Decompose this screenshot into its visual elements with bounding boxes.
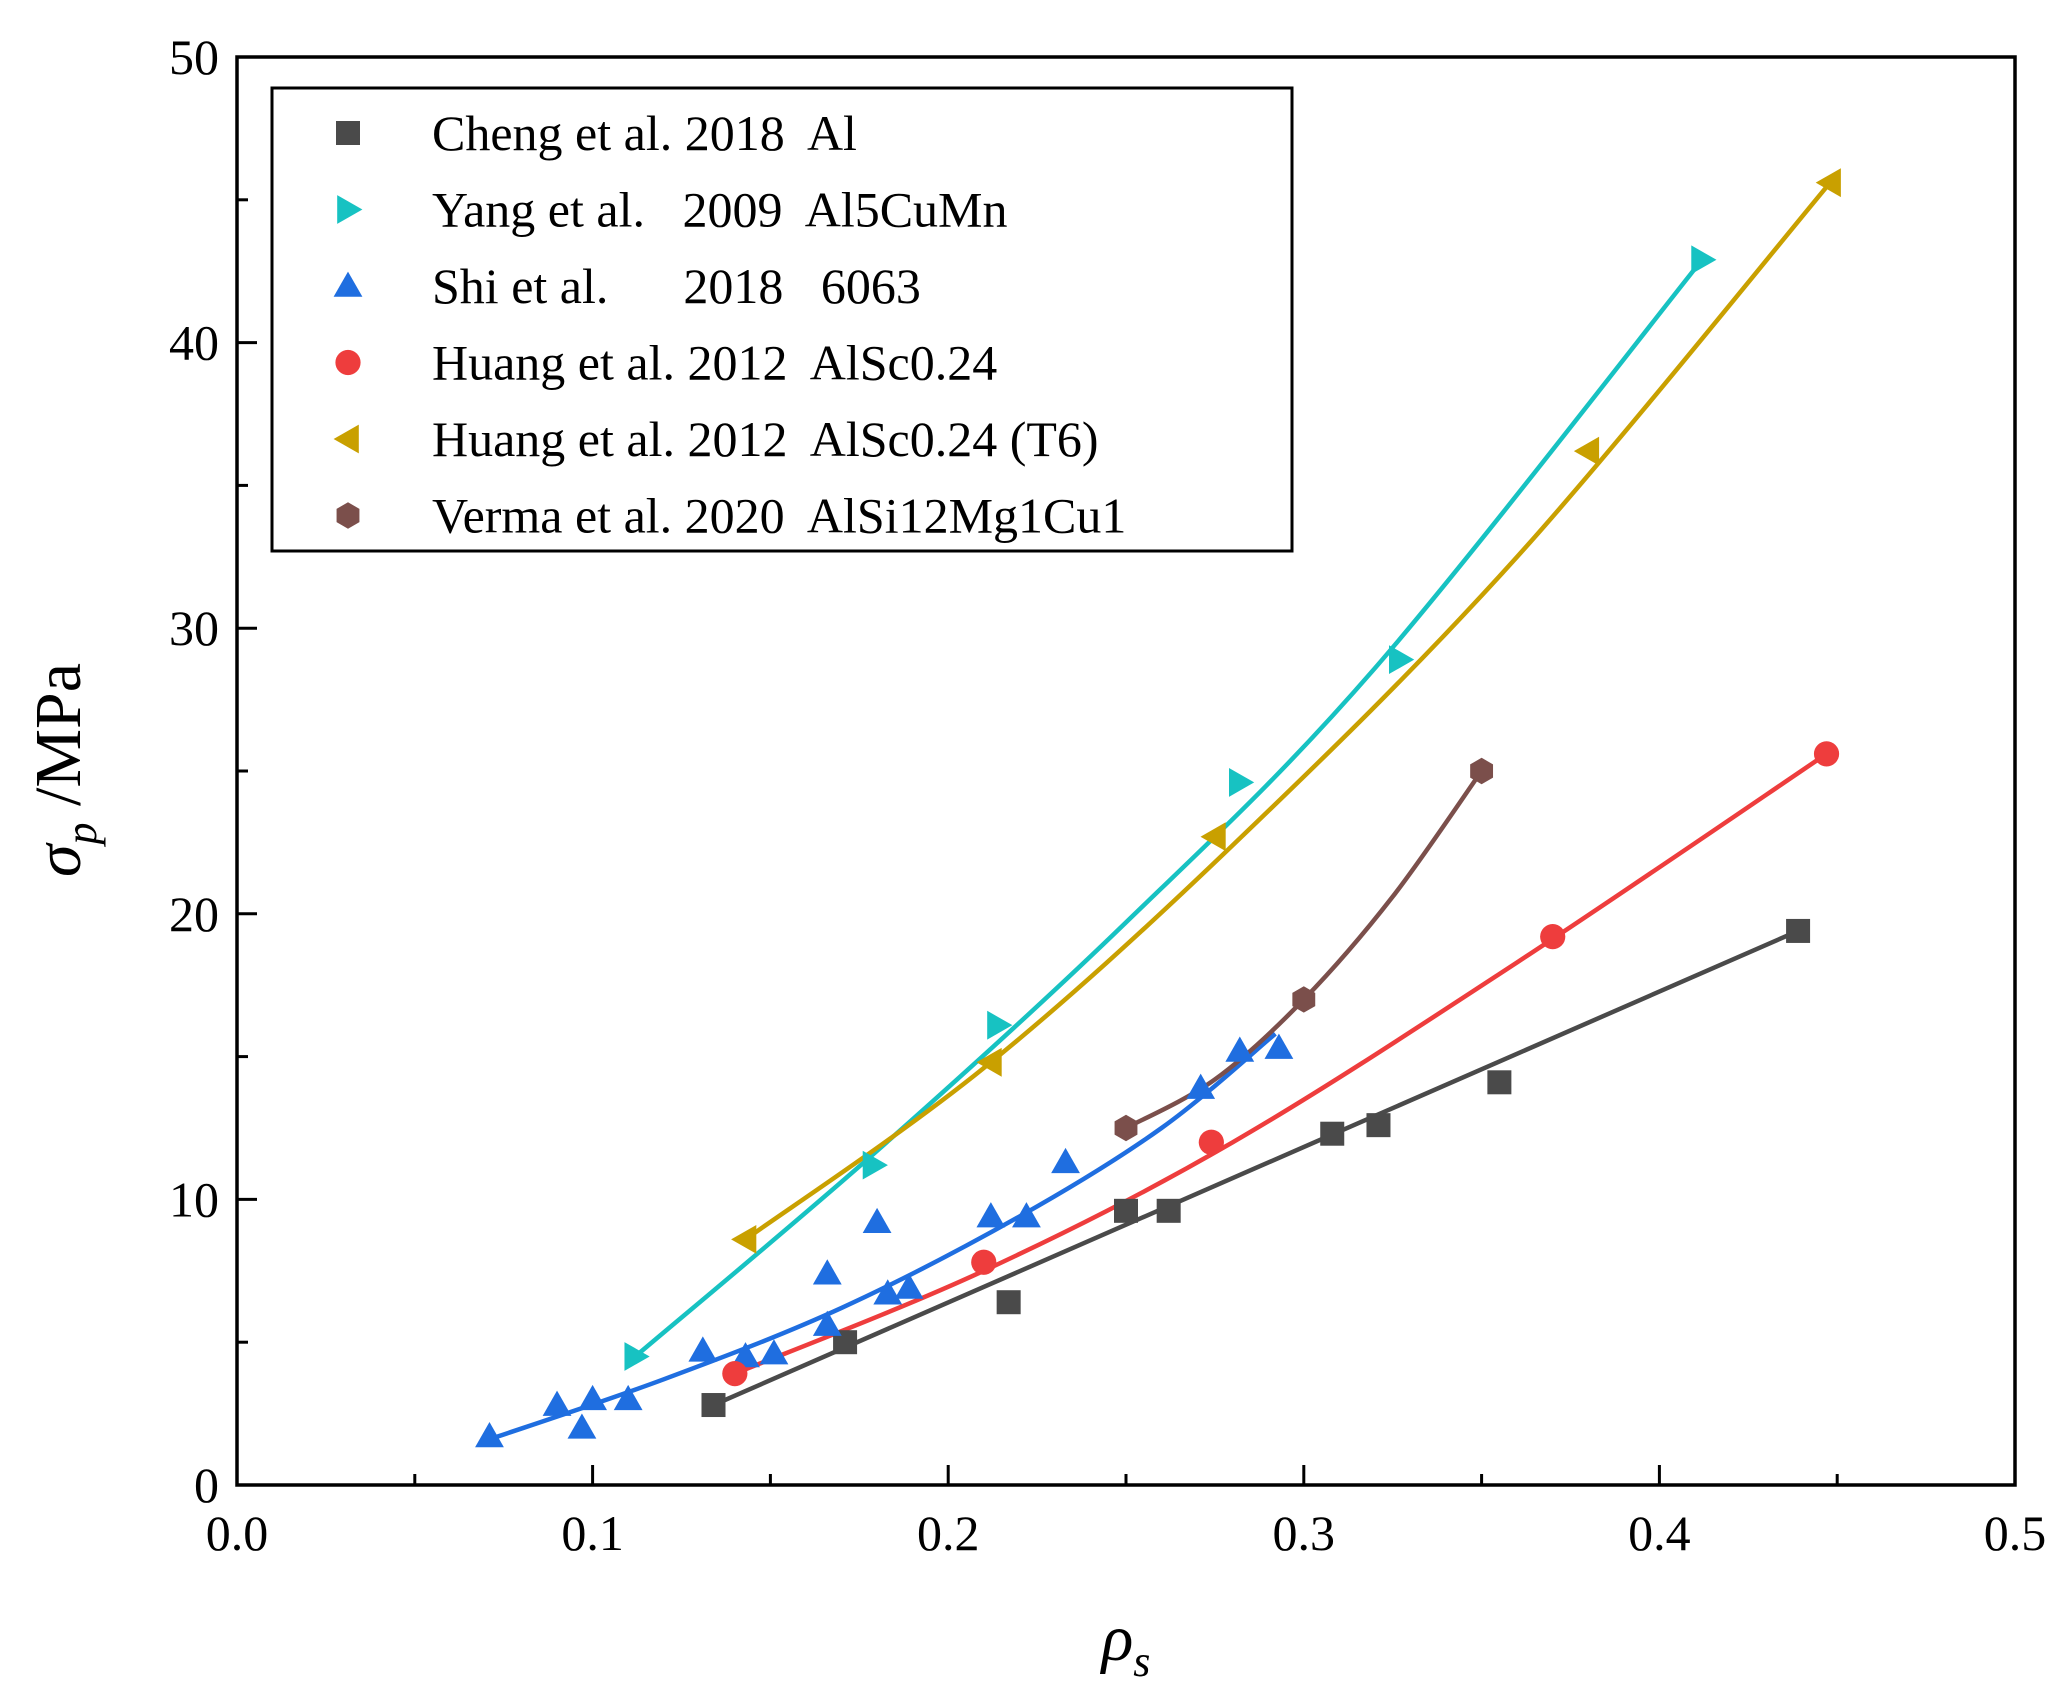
data-point-series-2-14 [1012,1202,1041,1228]
legend-marker-2 [333,271,363,297]
data-point-series-2-3 [578,1384,607,1411]
data-point-series-2-15 [1051,1147,1080,1174]
data-point-series-1-0 [624,1342,650,1371]
y-axis-title-subscript: p [57,822,106,847]
data-point-series-2-12 [894,1273,924,1299]
axes [235,55,2017,1487]
y-axis-title-symbol: σ [22,842,95,877]
x-tick-label-3: 0.3 [1273,1505,1336,1561]
x-axis-title: ρs [1100,1602,1151,1686]
data-point-series-2-6 [731,1342,760,1368]
data-point-series-2-2 [567,1413,597,1439]
data-point-series-3-4 [1813,741,1840,767]
y-tick-label-2: 20 [169,886,219,942]
data-point-series-2-13 [976,1202,1006,1228]
data-point-series-4-3 [1573,436,1600,466]
data-point-series-1-4 [1389,645,1415,675]
data-point-series-5-1 [1292,986,1316,1013]
data-point-series-2-5 [688,1336,718,1362]
data-point-series-5-2 [1470,757,1494,785]
fit-line-series-1 [633,258,1704,1359]
data-point-series-2-16 [1186,1073,1216,1099]
fit-line-series-4 [744,181,1832,1242]
legend-label-0: Cheng et al. 2018 Al [432,105,857,161]
data-point-series-0-3 [1114,1198,1138,1223]
x-tick-label-2: 0.2 [917,1505,980,1561]
data-point-series-4-1 [976,1047,1002,1077]
data-point-series-0-5 [1320,1121,1345,1146]
data-markers [475,168,1841,1448]
legend-label-4: Huang et al. 2012 AlSc0.24 (T6) [432,411,1099,467]
x-tick-label-1: 0.1 [561,1505,624,1561]
data-point-series-3-1 [971,1249,997,1275]
legend-label-1: Yang et al. 2009 Al5CuMn [432,182,1008,238]
data-point-series-0-4 [1156,1198,1181,1223]
legend-marker-4 [333,424,359,454]
x-tick-label-5: 0.5 [1984,1505,2047,1561]
data-point-series-1-5 [1691,245,1717,275]
data-point-series-0-8 [1786,918,1811,943]
x-tick-label-0: 0.0 [206,1505,269,1561]
data-point-series-2-0 [475,1422,504,1448]
legend-label-5: Verma et al. 2020 AlSi12Mg1Cu1 [432,488,1126,544]
data-point-series-2-8 [812,1259,842,1285]
data-point-series-2-18 [1264,1033,1294,1059]
y-tick-label-3: 30 [169,600,219,656]
y-tick-label-1: 10 [169,1171,219,1227]
fit-line-series-3 [733,751,1828,1376]
data-point-series-4-4 [1815,168,1841,198]
data-point-series-2-10 [862,1207,892,1234]
data-point-series-2-7 [759,1339,789,1365]
x-axis-title-symbol: ρ [1100,1602,1134,1675]
data-point-series-2-11 [873,1279,903,1305]
y-tick-label-0: 0 [194,1457,219,1513]
x-tick-label-4: 0.4 [1628,1505,1691,1561]
legend-marker-0 [336,121,360,145]
y-tick-label-4: 40 [169,315,219,371]
data-point-series-3-2 [1198,1129,1224,1155]
y-axis-title: σp /MPa [22,663,106,877]
data-point-series-0-0 [701,1393,726,1418]
axis-titles: ρs σp /MPa [22,663,1150,1686]
y-axis-title-unit: /MPa [22,663,95,823]
data-point-series-1-3 [1228,768,1255,797]
data-point-series-4-0 [731,1224,757,1254]
x-axis-title-subscript: s [1133,1637,1150,1686]
data-point-series-0-2 [996,1290,1021,1315]
data-point-series-1-1 [862,1150,888,1180]
data-point-series-2-4 [613,1384,643,1411]
data-point-series-1-2 [987,1010,1013,1040]
fit-line-series-0 [712,928,1799,1408]
legend-marker-1 [337,195,363,224]
data-point-series-5-0 [1114,1114,1138,1142]
legend-label-2: Shi et al. 2018 6063 [432,258,921,314]
data-point-series-2-9 [812,1310,842,1336]
data-point-series-2-17 [1225,1036,1255,1062]
legend-box [270,86,1294,553]
legend-label-3: Huang et al. 2012 AlSc0.24 [432,335,997,391]
legend-marker-3 [335,349,361,376]
data-point-series-4-2 [1200,822,1226,852]
tick-labels: 0.0 0.1 0.2 0.3 0.4 0.5 0 10 20 30 40 50 [169,29,2046,1561]
legend: Cheng et al. 2018 Al Yang et al. 2009 Al5… [270,86,1294,553]
data-point-series-0-6 [1366,1113,1391,1138]
y-tick-label-5: 50 [169,29,219,85]
data-point-series-2-1 [542,1390,572,1416]
data-point-series-3-3 [1540,924,1566,950]
data-point-series-0-7 [1487,1070,1512,1095]
fit-line-series-5 [1124,769,1484,1130]
legend-marker-5 [336,502,360,529]
data-point-series-3-0 [722,1361,748,1387]
fit-line-series-2 [488,1032,1277,1442]
